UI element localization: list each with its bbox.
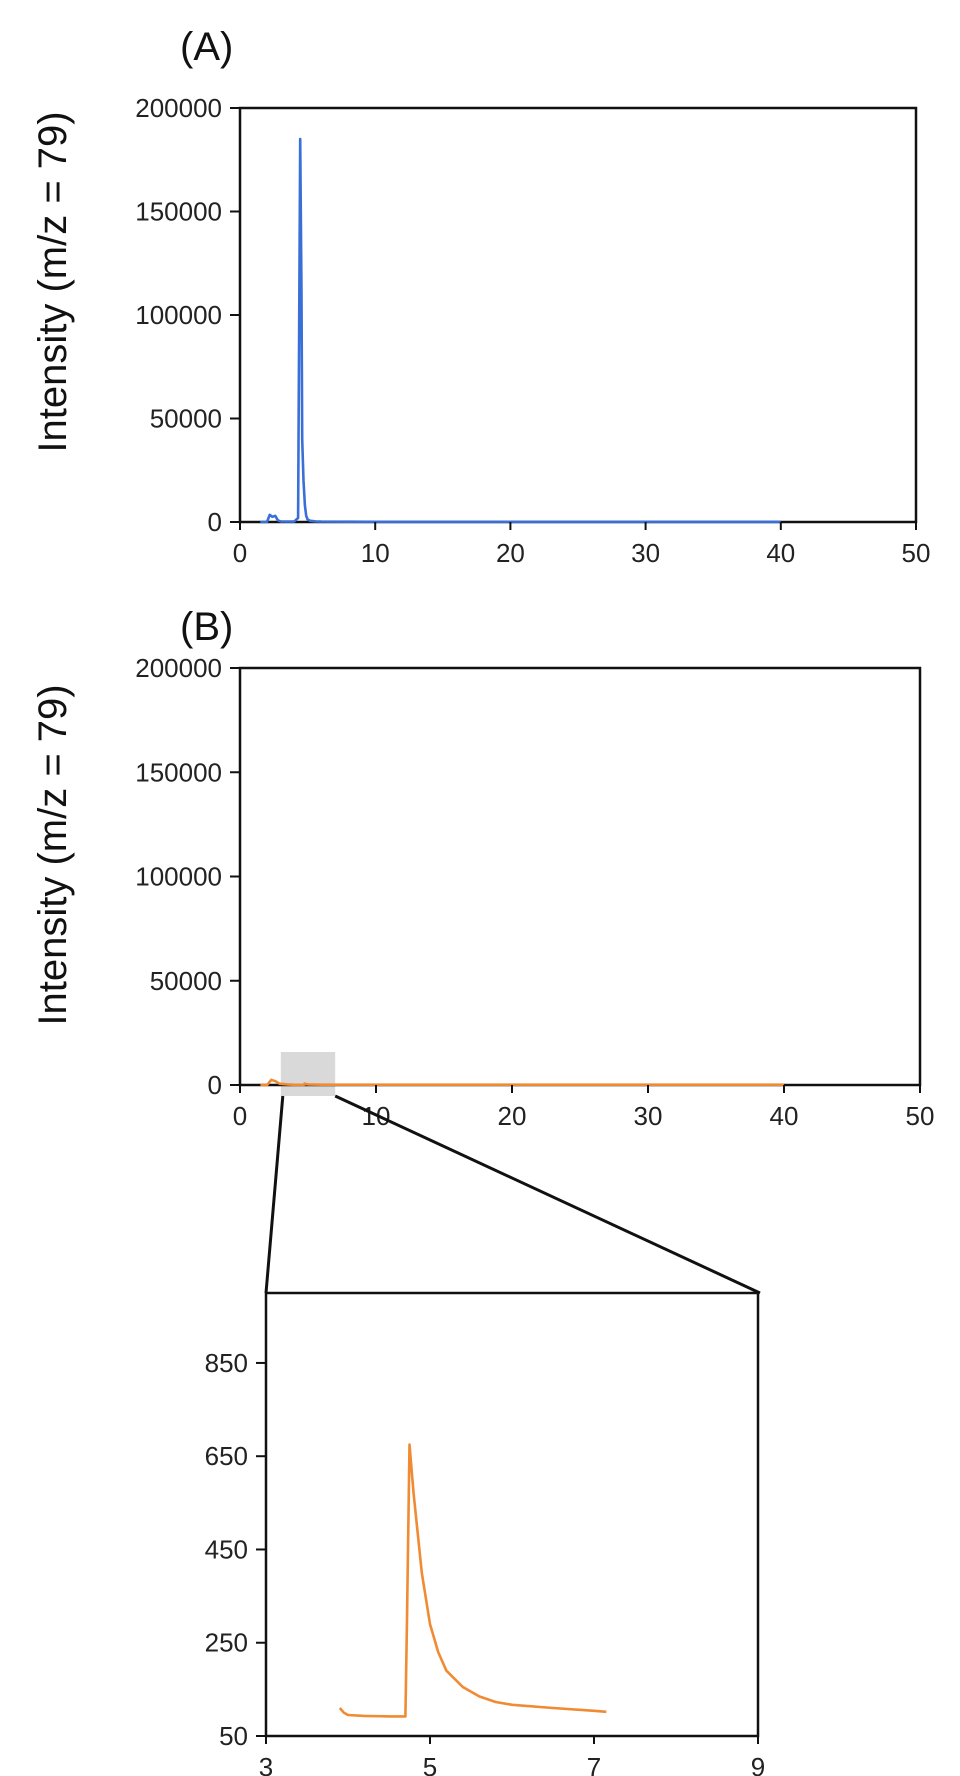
y-tick-label: 250: [205, 1628, 248, 1658]
x-tick-label: 9: [751, 1752, 765, 1776]
plot-frame: [238, 106, 918, 524]
series-line: [260, 137, 781, 524]
zoom-line-right: [334, 1094, 761, 1295]
x-tick-label: 30: [634, 1101, 663, 1131]
y-tick-label: 150000: [135, 197, 222, 227]
y-tick-label: 850: [205, 1348, 248, 1378]
plot-frame: [264, 1291, 760, 1738]
x-tick-label: 3: [259, 1752, 273, 1776]
x-tick-label: 40: [770, 1101, 799, 1131]
x-tick-label: 40: [766, 538, 795, 568]
x-tick-label: 5: [423, 1752, 437, 1776]
panel-label-a: (A): [180, 25, 233, 69]
plot-frame: [238, 666, 922, 1087]
x-tick-label: 50: [902, 538, 931, 568]
y-tick-label: 650: [205, 1441, 248, 1471]
y-tick-label: 50000: [150, 966, 222, 996]
x-tick-label: 10: [361, 538, 390, 568]
y-tick-label: 100000: [135, 862, 222, 892]
y-tick-label: 0: [208, 1070, 222, 1100]
y-tick-label: 450: [205, 1534, 248, 1564]
y-tick-label: 100000: [135, 300, 222, 330]
y-tick-label: 200000: [135, 93, 222, 123]
y-tick-label: 50000: [150, 404, 222, 434]
y-axis-label-b: Intensity (m/z = 79): [31, 684, 75, 1025]
y-tick-label: 0: [208, 507, 222, 537]
zoom-connector: [264, 1094, 761, 1295]
y-tick-label: 150000: [135, 757, 222, 787]
series-line: [338, 1443, 607, 1718]
zoom-line-left: [264, 1095, 285, 1294]
panel-label-b: (B): [180, 605, 233, 649]
chart-inset: 3 5 7 9 50 250 450 650 850: [205, 1291, 765, 1776]
x-tick-label: 7: [587, 1752, 601, 1776]
x-tick-label: 50: [906, 1101, 935, 1131]
x-tick-label: 0: [233, 1101, 247, 1131]
x-tick-label: 20: [498, 1101, 527, 1131]
y-axis-label-a: Intensity (m/z = 79): [31, 111, 75, 452]
y-tick-label: 200000: [135, 653, 222, 683]
x-tick-label: 20: [496, 538, 525, 568]
chart-a: 0 10 20 30 40 50 0 50000 100000 150000 200000: [135, 93, 930, 568]
series-line: [260, 1078, 784, 1087]
x-tick-label: 30: [631, 538, 660, 568]
zoom-highlight-box: [280, 1052, 336, 1096]
x-tick-label: 0: [233, 538, 247, 568]
y-tick-label: 50: [219, 1721, 248, 1751]
